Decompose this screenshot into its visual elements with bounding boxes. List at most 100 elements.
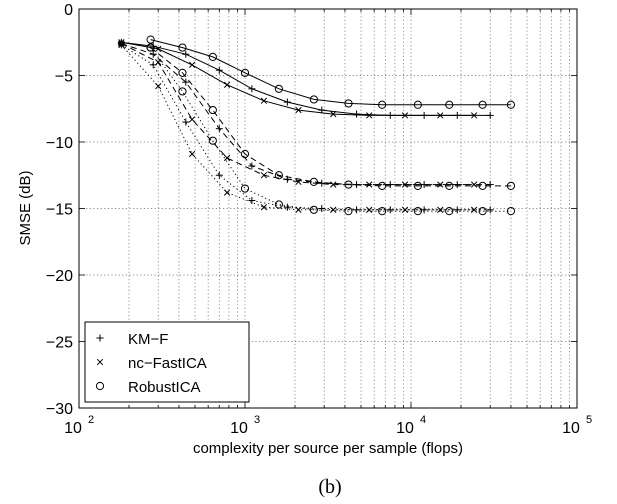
circle-marker (309, 177, 318, 186)
circle-marker (506, 207, 516, 216)
cross-marker (366, 112, 373, 119)
cross-marker (437, 112, 444, 119)
plus-marker (248, 162, 256, 170)
series-lines (121, 39, 511, 212)
cross-marker (223, 189, 231, 196)
circle-marker (445, 100, 454, 109)
circle-marker (344, 180, 353, 189)
circle-marker (146, 35, 155, 44)
circle-marker (413, 207, 422, 216)
cross-marker (295, 178, 302, 186)
circle-marker (208, 136, 217, 145)
circle-marker (178, 43, 187, 52)
legend-item: RobustICA (95, 379, 201, 396)
cross-marker (260, 97, 268, 104)
plus-marker (420, 206, 428, 214)
circle-marker (506, 100, 516, 109)
circle-marker (506, 181, 516, 190)
series-markers (117, 35, 516, 216)
plus-marker (353, 110, 361, 118)
figure-caption: (b) (318, 476, 341, 498)
circle-marker (378, 207, 387, 216)
circle-marker (478, 181, 487, 190)
legend-label: KM−F (128, 331, 168, 348)
plus-marker (215, 125, 223, 133)
cross-marker (437, 206, 444, 213)
circle-marker (274, 84, 283, 93)
circle-marker (95, 381, 105, 391)
circle-marker (344, 207, 353, 216)
plus-marker (486, 206, 494, 214)
cross-marker (223, 154, 231, 162)
cross-marker (366, 181, 373, 188)
cross-marker (366, 206, 373, 213)
plus-marker (453, 181, 461, 189)
plus-marker (182, 50, 190, 58)
plus-marker (318, 179, 326, 187)
plus-marker (486, 181, 494, 189)
plus-marker (318, 205, 326, 212)
circle-marker (240, 184, 250, 193)
x-tick-label: 10 (230, 420, 248, 437)
legend-item: nc−FastICA (96, 355, 207, 372)
cross-marker (118, 39, 125, 46)
plus-marker (283, 98, 291, 106)
cross-marker (401, 206, 409, 213)
circle-marker (208, 52, 217, 61)
x-tick-exponent: 4 (420, 414, 426, 426)
cross-marker (118, 41, 125, 49)
plus-marker (453, 206, 461, 214)
x-tick-label: 10 (64, 420, 82, 437)
plus-marker (386, 181, 394, 189)
y-tick-label: −10 (46, 135, 73, 152)
circle-marker (378, 181, 387, 190)
cross-marker (437, 181, 444, 188)
plus-marker (420, 111, 428, 119)
plus-marker (96, 334, 104, 342)
plus-marker (386, 206, 394, 214)
circle-marker (274, 171, 283, 180)
circle-marker (344, 99, 353, 108)
circle-marker (178, 87, 187, 96)
series-line (150, 39, 511, 106)
series-line (121, 43, 491, 186)
cross-marker (155, 59, 162, 66)
cross-marker (401, 181, 409, 188)
circle-marker (478, 207, 487, 216)
circle-marker (146, 43, 155, 52)
circle-marker (413, 100, 422, 109)
plus-marker (182, 78, 190, 86)
x-axis-label: complexity per source per sample (flops) (193, 440, 463, 457)
circle-marker (413, 181, 422, 190)
plus-marker (215, 66, 223, 74)
legend: KM−F nc−FastICA RobustICA (84, 321, 250, 403)
plus-marker (453, 111, 461, 119)
circle-marker (178, 68, 187, 77)
x-tick-exponent: 3 (254, 414, 260, 426)
cross-marker (188, 116, 196, 123)
x-tick-label: 10 (396, 420, 414, 437)
cross-marker (330, 206, 337, 213)
y-tick-label: −20 (46, 268, 73, 285)
cross-marker (155, 45, 162, 53)
cross-marker (260, 172, 268, 179)
circle-marker (445, 181, 454, 190)
cross-marker (96, 358, 104, 366)
y-axis-label: SMSE (dB) (17, 170, 34, 245)
cross-marker (188, 150, 196, 158)
cross-marker (223, 81, 231, 88)
cross-marker (330, 181, 337, 188)
circle-marker (208, 105, 217, 115)
circle-marker (309, 95, 318, 104)
cross-marker (470, 112, 478, 119)
cross-marker (188, 61, 196, 69)
plus-marker (353, 181, 361, 189)
plus-marker (248, 197, 256, 205)
legend-label: RobustICA (128, 379, 201, 396)
cross-marker (470, 206, 478, 213)
legend-item: KM−F (96, 331, 168, 348)
cross-marker (260, 204, 268, 211)
plus-marker (182, 118, 190, 126)
legend-box (84, 321, 250, 403)
